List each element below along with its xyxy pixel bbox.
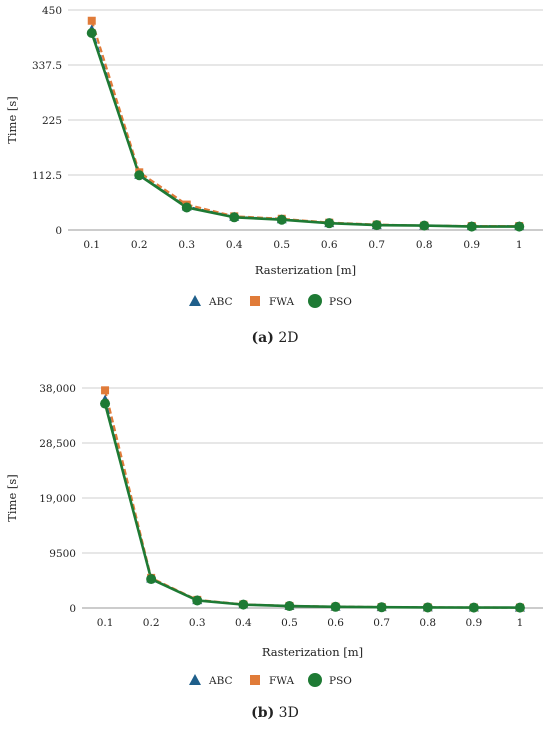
y-tick-label: 450 [42, 5, 62, 17]
caption-text: 3D [278, 705, 299, 721]
legend-marker-fwa [250, 296, 260, 306]
y-tick-label: 28,500 [39, 438, 76, 450]
x-tick-label: 1 [516, 239, 523, 251]
x-tick-label: 0.2 [143, 617, 160, 629]
legend-label-abc: ABC [208, 675, 233, 687]
series-line-pso [103, 403, 520, 609]
data-point-pso [422, 602, 433, 613]
series-line-fwa [103, 390, 520, 609]
x-tick-label: 0.7 [373, 617, 390, 629]
y-axis-label: Time [s] [5, 474, 19, 522]
data-point-pso [134, 170, 145, 181]
data-point-pso [324, 218, 335, 229]
x-axis-label: Rasterization [m] [255, 263, 356, 277]
caption-3d: (b) 3D [0, 705, 550, 721]
y-tick-label: 225 [42, 115, 62, 127]
data-point-pso [276, 214, 287, 225]
x-axis-label: Rasterization [m] [262, 645, 363, 659]
series-line-abc [90, 29, 520, 228]
series-line-abc [104, 399, 520, 609]
x-tick-label: 0.9 [463, 239, 480, 251]
y-tick-label: 337.5 [32, 60, 62, 72]
legend-label-abc: ABC [208, 296, 233, 308]
caption-tag: (a) [251, 330, 274, 346]
x-tick-label: 0.3 [189, 617, 206, 629]
x-tick-label: 0.7 [368, 239, 385, 251]
legend-marker-abc [189, 295, 201, 306]
series-line-fwa [90, 20, 520, 228]
y-tick-label: 19,000 [39, 493, 76, 505]
legend-marker-abc [189, 674, 201, 685]
y-axis-label: Time [s] [5, 96, 19, 144]
data-point-pso [284, 601, 295, 612]
chart-panel-3d: 0 9500 19,000 28,500 38,000 0.1 0.2 0.3 0.4 0.5 0.… [0, 365, 550, 730]
x-tick-label: 0.9 [465, 617, 482, 629]
data-point-fwa [101, 386, 110, 395]
legend-marker-pso [308, 294, 322, 308]
y-tick-label: 0 [55, 225, 62, 237]
series-line-pso [90, 32, 520, 228]
x-tick-label: 0.3 [178, 239, 195, 251]
x-tick-label: 0.8 [416, 239, 433, 251]
y-tick-label: 0 [69, 603, 76, 615]
legend-label-fwa: FWA [269, 296, 295, 308]
caption-tag: (b) [251, 705, 275, 721]
data-point-pso [514, 602, 525, 613]
data-point-pso [192, 595, 203, 606]
y-tick-label: 9500 [49, 548, 76, 560]
x-tick-label: 0.6 [327, 617, 344, 629]
chart-3d: 0 9500 19,000 28,500 38,000 0.1 0.2 0.3 0.4 0.5 0.… [5, 383, 543, 687]
data-point-pso [100, 398, 111, 409]
legend-label-pso: PSO [329, 675, 352, 687]
y-tick-label: 112.5 [32, 170, 62, 182]
x-tick-label: 0.1 [97, 617, 114, 629]
data-point-pso [146, 574, 157, 585]
legend-label-fwa: FWA [269, 675, 295, 687]
caption-text: 2D [278, 330, 299, 346]
legend-label-pso: PSO [329, 296, 352, 308]
data-point-pso [466, 221, 477, 232]
chart-2d: 0 112.5 225 337.5 450 0.1 0.2 0.3 0.4 0.5 0.6 0.7 0.… [5, 5, 543, 308]
x-tick-label: 0.2 [131, 239, 148, 251]
y-tick-label: 38,000 [39, 383, 76, 395]
data-point-pso [514, 221, 525, 232]
legend-marker-fwa [250, 675, 260, 685]
data-point-pso [330, 601, 341, 612]
legend-marker-pso [308, 673, 322, 687]
data-point-pso [229, 212, 240, 223]
data-point-pso [86, 27, 97, 38]
caption-2d: (a) 2D [0, 330, 550, 346]
data-point-pso [238, 599, 249, 610]
data-point-pso [468, 602, 479, 613]
data-point-fwa [87, 16, 96, 25]
x-tick-label: 0.4 [226, 239, 243, 251]
x-tick-label: 0.8 [419, 617, 436, 629]
x-tick-label: 0.6 [321, 239, 338, 251]
x-tick-label: 0.4 [235, 617, 252, 629]
data-point-pso [371, 220, 382, 231]
data-point-pso [376, 602, 387, 613]
x-tick-label: 0.5 [281, 617, 298, 629]
data-point-pso [419, 220, 430, 231]
chart-panel-2d: 0 112.5 225 337.5 450 0.1 0.2 0.3 0.4 0.5 0.6 0.7 0.… [0, 5, 550, 346]
data-point-pso [181, 202, 192, 213]
x-tick-label: 1 [517, 617, 524, 629]
x-tick-label: 0.5 [273, 239, 290, 251]
x-tick-label: 0.1 [83, 239, 100, 251]
